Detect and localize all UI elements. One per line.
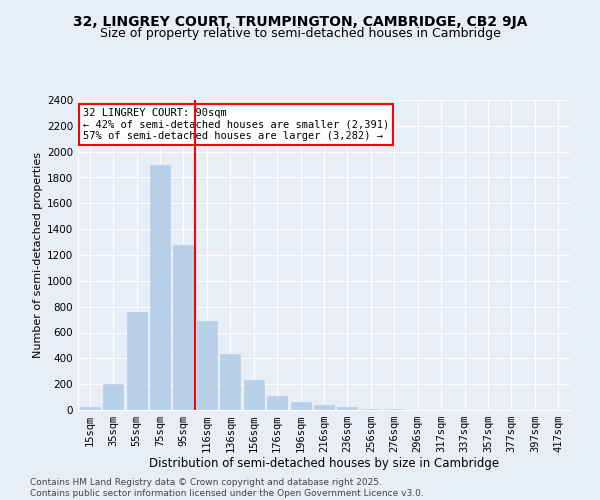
Bar — [361, 408, 381, 410]
Bar — [267, 396, 287, 410]
Text: 32, LINGREY COURT, TRUMPINGTON, CAMBRIDGE, CB2 9JA: 32, LINGREY COURT, TRUMPINGTON, CAMBRIDG… — [73, 15, 527, 29]
Bar — [80, 408, 100, 410]
Bar — [290, 402, 311, 410]
Bar — [220, 354, 240, 410]
Bar — [314, 406, 334, 410]
Bar — [150, 164, 170, 410]
Y-axis label: Number of semi-detached properties: Number of semi-detached properties — [33, 152, 43, 358]
Text: Size of property relative to semi-detached houses in Cambridge: Size of property relative to semi-detach… — [100, 28, 500, 40]
Bar — [197, 321, 217, 410]
Bar — [127, 312, 146, 410]
Bar — [244, 380, 263, 410]
X-axis label: Distribution of semi-detached houses by size in Cambridge: Distribution of semi-detached houses by … — [149, 456, 499, 469]
Bar — [103, 384, 123, 410]
Text: 32 LINGREY COURT: 90sqm
← 42% of semi-detached houses are smaller (2,391)
57% of: 32 LINGREY COURT: 90sqm ← 42% of semi-de… — [83, 108, 389, 141]
Text: Contains HM Land Registry data © Crown copyright and database right 2025.
Contai: Contains HM Land Registry data © Crown c… — [30, 478, 424, 498]
Bar — [173, 244, 193, 410]
Bar — [337, 408, 358, 410]
